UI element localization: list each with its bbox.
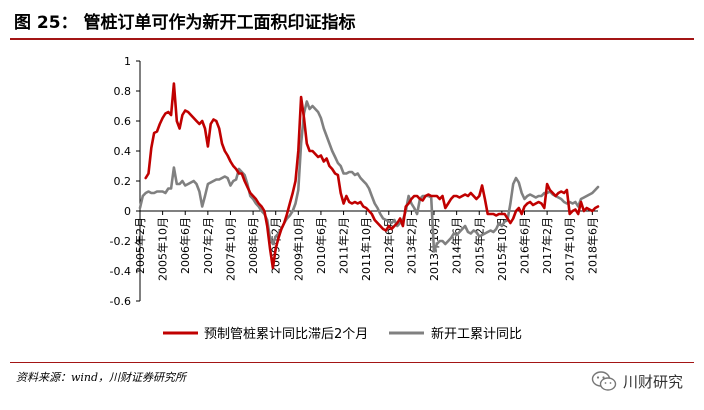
legend-label: 新开工累计同比 bbox=[431, 326, 522, 342]
x-tick-label: 2011年2月 bbox=[337, 217, 351, 274]
y-tick-label: 0.2 bbox=[114, 175, 132, 188]
y-tick-label: 0.6 bbox=[114, 115, 132, 128]
x-tick-label: 2014年6月 bbox=[450, 217, 464, 274]
x-tick-label: 2015年10月 bbox=[495, 217, 509, 281]
x-tick-label: 2007年10月 bbox=[223, 217, 237, 281]
title-bar: 图 25： 管桩订单可作为新开工面积印证指标 bbox=[10, 8, 694, 34]
wechat-icon bbox=[591, 371, 617, 391]
series-line bbox=[144, 82, 600, 270]
x-tick-label: 2007年2月 bbox=[201, 217, 215, 274]
series-line bbox=[138, 100, 600, 253]
y-tick-label: 0.8 bbox=[114, 85, 132, 98]
figure-title: 图 25： 管桩订单可作为新开工面积印证指标 bbox=[14, 13, 356, 33]
y-tick-label: 0 bbox=[124, 205, 131, 218]
legend-label: 预制管桩累计同比滞后2个月 bbox=[204, 327, 368, 342]
line-chart: 1 0.8 0.6 0.4 0.2 0 -0.2 -0.4 -0.6 2005年2月 2005年10… bbox=[110, 55, 600, 342]
x-tick-label: 2018年6月 bbox=[585, 217, 599, 274]
x-tick-label: 2013年2月 bbox=[404, 217, 418, 274]
y-tick-label: 1 bbox=[124, 55, 131, 68]
x-tick-label: 2015年2月 bbox=[472, 217, 486, 274]
watermark-text: 川财研究 bbox=[623, 372, 684, 391]
footer-divider bbox=[10, 362, 694, 363]
x-tick-label: 2011年10月 bbox=[359, 217, 373, 281]
x-tick-label: 2009年10月 bbox=[291, 217, 305, 281]
x-tick-label: 2005年2月 bbox=[133, 217, 147, 274]
title-divider bbox=[10, 38, 694, 40]
x-tick-label: 2006年6月 bbox=[178, 217, 192, 274]
watermark: 川财研究 bbox=[591, 368, 683, 394]
x-tick-label: 2005年10月 bbox=[156, 217, 170, 281]
y-tick-label: -0.4 bbox=[110, 265, 131, 278]
y-tick-label: -0.6 bbox=[110, 295, 131, 308]
x-tick-label: 2010年6月 bbox=[314, 217, 328, 274]
y-tick-label: -0.2 bbox=[110, 235, 131, 248]
y-tick-label: 0.4 bbox=[114, 145, 132, 158]
x-tick-label: 2017年10月 bbox=[563, 217, 577, 281]
x-tick-label: 2017年2月 bbox=[540, 217, 554, 274]
x-tick-label: 2008年6月 bbox=[246, 217, 260, 274]
source-note: 资料来源：wind，川财证券研究所 bbox=[16, 371, 187, 384]
x-tick-label: 2016年6月 bbox=[517, 217, 531, 274]
